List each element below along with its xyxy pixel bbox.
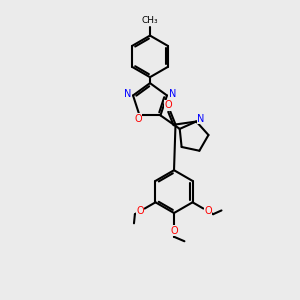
Text: O: O <box>134 114 142 124</box>
Text: N: N <box>124 89 131 99</box>
Text: O: O <box>170 226 178 236</box>
Text: O: O <box>136 206 144 216</box>
Text: N: N <box>169 89 176 99</box>
Text: O: O <box>204 206 212 216</box>
Text: N: N <box>197 113 205 124</box>
Text: CH₃: CH₃ <box>142 16 158 25</box>
Text: O: O <box>165 100 172 110</box>
